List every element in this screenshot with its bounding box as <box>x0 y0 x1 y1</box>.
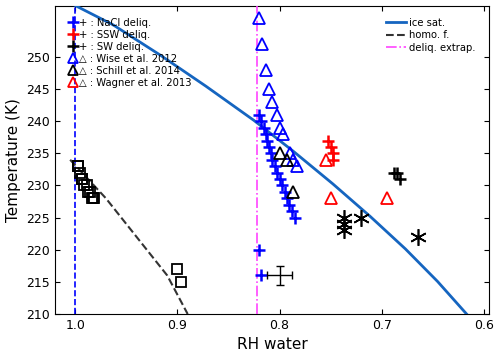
X-axis label: RH water: RH water <box>236 338 308 352</box>
Legend: ice sat., homo. f., deliq. extrap.: ice sat., homo. f., deliq. extrap. <box>382 14 480 57</box>
Y-axis label: Temperature (K): Temperature (K) <box>6 98 20 222</box>
